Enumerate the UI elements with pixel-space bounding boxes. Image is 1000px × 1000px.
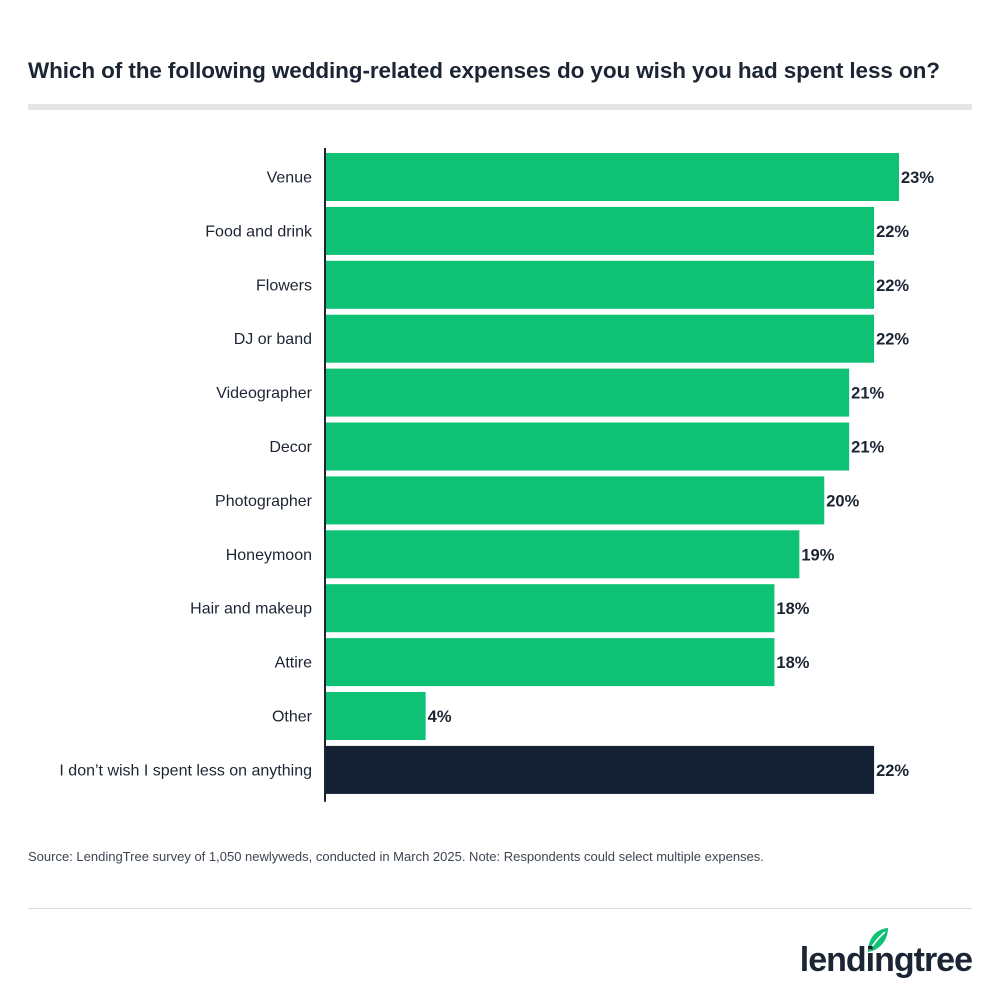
bar-8 [326, 584, 775, 633]
category-label: Decor [269, 439, 312, 456]
category-label: Flowers [256, 277, 312, 294]
category-label: Videographer [216, 385, 312, 402]
category-label: DJ or band [234, 331, 312, 348]
value-label: 19% [801, 546, 834, 564]
value-label: 20% [826, 492, 859, 510]
bar-5 [326, 422, 850, 471]
category-label: Other [272, 709, 313, 726]
brand-logo: lendingtree [752, 926, 973, 986]
footer-divider [28, 908, 972, 909]
value-label: 21% [851, 385, 884, 403]
value-label: 22% [876, 277, 909, 295]
bar-9 [326, 638, 775, 687]
value-label: 18% [776, 600, 809, 618]
value-label: 22% [876, 223, 909, 241]
bar-11 [326, 745, 875, 794]
bar-chart: Venue 23% Food and drink 22% Flowers 22% DJ or… [59, 148, 934, 802]
value-label: 21% [851, 439, 884, 457]
bar-1 [326, 206, 875, 255]
source-note: Source: LendingTree survey of 1,050 newl… [28, 849, 764, 864]
bar-2 [326, 260, 875, 309]
brand-name: lendingtree [799, 941, 973, 979]
bar-6 [326, 476, 825, 525]
value-label: 18% [776, 654, 809, 672]
chart-title: Which of the following wedding-related e… [28, 58, 940, 83]
bar-0 [326, 153, 899, 201]
category-label: Attire [275, 655, 312, 672]
category-label: Hair and makeup [190, 601, 312, 618]
category-label: Honeymoon [226, 547, 312, 564]
category-label: Venue [267, 170, 312, 187]
category-label: Photographer [215, 493, 313, 510]
value-label: 22% [876, 762, 909, 780]
bar-3 [326, 314, 875, 363]
bar-10 [326, 692, 426, 740]
value-label: 4% [428, 708, 452, 726]
value-label: 22% [876, 331, 909, 349]
bar-4 [326, 368, 850, 417]
title-divider [28, 104, 972, 110]
bar-7 [326, 530, 800, 579]
category-label: I don’t wish I spent less on anything [59, 762, 312, 779]
category-label: Food and drink [205, 223, 313, 240]
value-label: 23% [901, 169, 934, 187]
leaf-icon [868, 928, 888, 952]
